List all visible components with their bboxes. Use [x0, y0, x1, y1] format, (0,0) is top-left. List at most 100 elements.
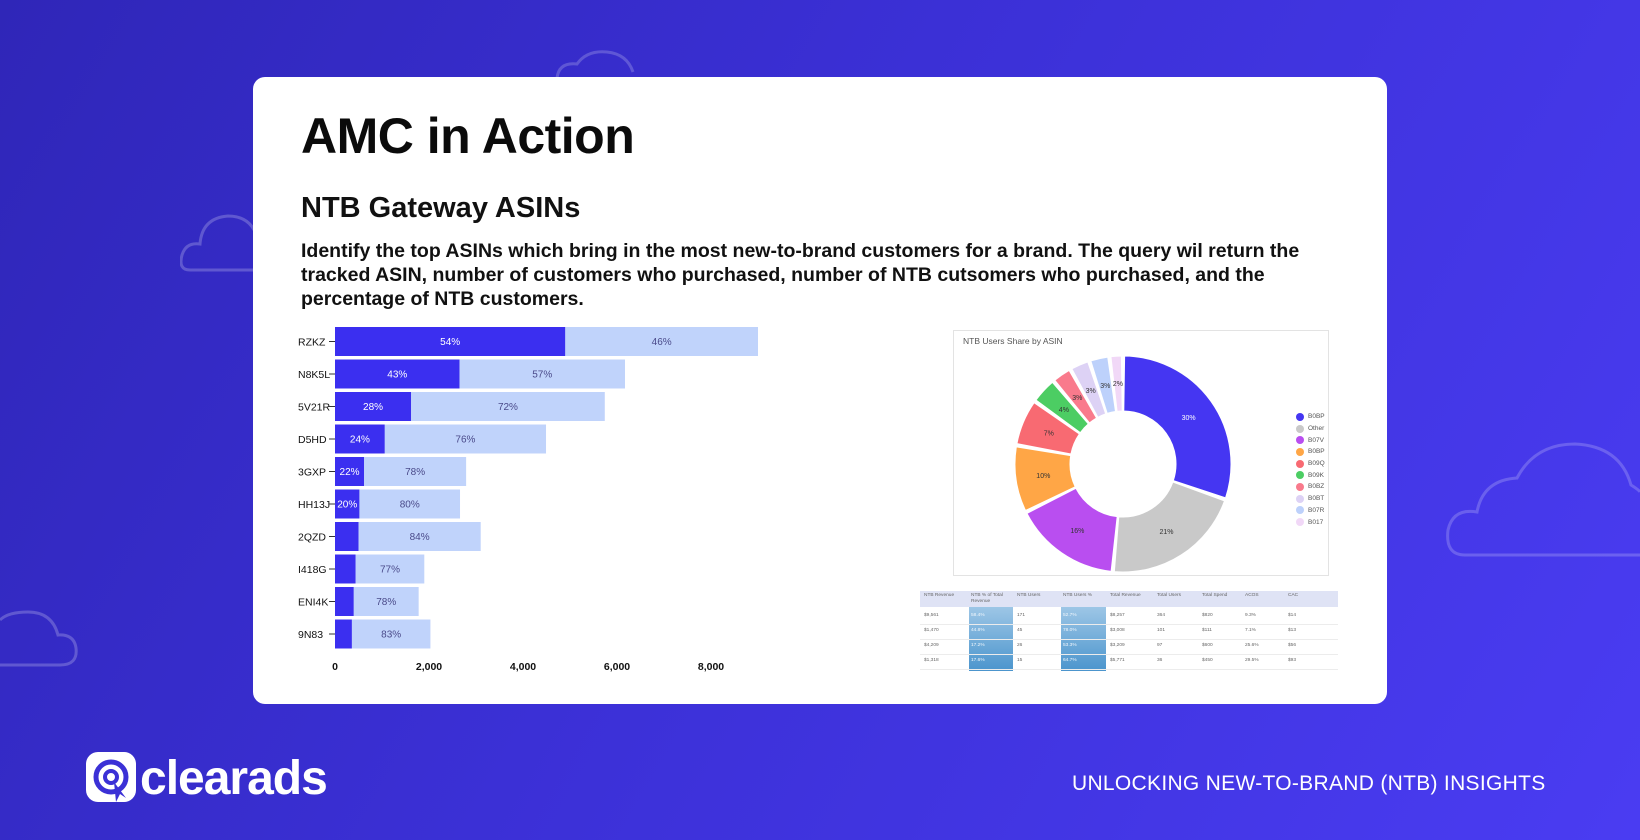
clearads-logo: clearads: [86, 752, 328, 805]
table-cell: 171: [1017, 613, 1026, 618]
legend-swatch: [1296, 506, 1304, 515]
table-cell: 44.8%: [971, 628, 985, 633]
cloud-outline-icon: [180, 214, 260, 272]
donut-slice-label: 2%: [1113, 381, 1123, 388]
ntb-bar: [335, 554, 356, 584]
bar-data-label: 57%: [532, 370, 552, 381]
table-cell: $600: [1202, 643, 1213, 648]
bar-data-label: 78%: [376, 597, 396, 608]
table-cell: 17.6%: [971, 658, 985, 663]
table-cell: $820: [1202, 613, 1213, 618]
table-cell: $13: [1288, 628, 1297, 633]
ntb-bar: [335, 392, 412, 421]
legend-label: B09Q: [1308, 460, 1325, 468]
legend-item: B0BZ: [1296, 481, 1325, 493]
legend-label: B0BP: [1308, 448, 1325, 456]
cloud-outline-icon: [555, 50, 635, 79]
legend-swatch: [1296, 412, 1304, 421]
table-cell: $1,318: [924, 658, 939, 663]
footer-tagline: UNLOCKING NEW-TO-BRAND (NTB) INSIGHTS: [1072, 772, 1546, 795]
legend-swatch: [1296, 459, 1304, 468]
donut-slice-label: 3%: [1086, 388, 1096, 395]
bar-data-label: 43%: [387, 370, 407, 381]
y-tick-label: D5HD: [298, 434, 327, 446]
donut-slice: [1016, 401, 1081, 455]
table-header: [920, 591, 1338, 607]
donut-chart-title: NTB Users Share by ASIN: [963, 336, 1063, 346]
ntb-bar: [335, 359, 460, 389]
y-tick-label: N8K5L: [298, 369, 330, 381]
bar-data-label: 24%: [350, 435, 370, 446]
legend-item: B07V: [1296, 434, 1325, 446]
table-cell: $93: [1288, 658, 1297, 663]
table-header-cell: Total Revenue: [1110, 593, 1141, 598]
table-header-cell: NTB Revenue: [924, 593, 955, 598]
legend-swatch: [1296, 482, 1304, 491]
non-ntb-bar: [359, 489, 461, 519]
table-row: [920, 640, 1338, 655]
donut-slice: [1014, 446, 1076, 512]
table-cell: 64.7%: [1063, 658, 1077, 663]
bar-data-label: 54%: [440, 337, 460, 348]
donut-slice: [1054, 369, 1098, 424]
table-header-cell: NTB % of Total Revenue: [971, 593, 1003, 604]
legend-label: Other: [1308, 425, 1325, 433]
non-ntb-bar: [384, 424, 547, 454]
y-tick-label: 2QZD: [298, 532, 326, 544]
non-ntb-bar: [358, 522, 481, 551]
bar-data-label: 76%: [455, 435, 475, 446]
table-cell: 36: [1157, 658, 1163, 663]
table-cell: 9.3%: [1245, 613, 1256, 618]
ntb-data-table: NTB Revenue NTB % of Total Revenue NTB Use…: [920, 591, 1338, 671]
legend-swatch: [1296, 494, 1304, 503]
table-cell: 25.6%: [1245, 643, 1259, 648]
donut-slice-label: 4%: [1059, 407, 1069, 414]
legend-swatch: [1296, 447, 1304, 456]
table-cell: $3,209: [1110, 643, 1125, 648]
legend-swatch: [1296, 518, 1304, 527]
table-cell: 26: [1017, 643, 1023, 648]
ntb-donut-chart: 30%21%16%10%7%4%3%3%3% 2%: [1014, 355, 1232, 573]
x-tick-label: 4,000: [510, 661, 536, 673]
legend-swatch: [1296, 436, 1304, 445]
table-cell: 364: [1157, 613, 1166, 618]
ntb-bar: [335, 619, 352, 649]
legend-label: B0BP: [1308, 413, 1325, 421]
donut-slice: [1113, 481, 1226, 573]
page-title: AMC in Action: [301, 108, 635, 164]
legend-item: Other: [1296, 423, 1325, 435]
bar-data-label: 72%: [498, 402, 518, 413]
legend-label: B07R: [1308, 506, 1325, 514]
cloud-outline-icon: [0, 610, 78, 667]
donut-slice-label: 3%: [1072, 395, 1082, 402]
content-card: AMC in Action NTB Gateway ASINs Identify…: [253, 77, 1387, 704]
donut-slice: [1110, 355, 1123, 412]
donut-slice-label: 30%: [1182, 415, 1196, 422]
ntb-bar: [335, 522, 359, 551]
legend-swatch: [1296, 424, 1304, 433]
section-subtitle: NTB Gateway ASINs: [301, 192, 581, 224]
table-cell: 15: [1017, 658, 1023, 663]
table-cell: $3,008: [1110, 628, 1125, 633]
ntb-bar: [335, 489, 360, 519]
table-cell: $9,561: [924, 613, 939, 618]
donut-slice: [1090, 356, 1117, 415]
non-ntb-bar: [355, 554, 425, 584]
y-tick-label: RZKZ: [298, 337, 326, 349]
legend-item: B0BT: [1296, 493, 1325, 505]
ntb-bar: [335, 424, 385, 454]
table-cell: $14: [1288, 613, 1297, 618]
x-tick-label: 2,000: [416, 661, 442, 673]
table-cell: 78.0%: [1063, 628, 1077, 633]
y-tick-label: 3GXP: [298, 467, 326, 479]
donut-slice-label: 3%: [1100, 383, 1110, 390]
donut-slice-label: 16%: [1070, 528, 1084, 535]
table-header-cell: Total Spend: [1202, 593, 1228, 598]
legend-swatch: [1296, 471, 1304, 480]
ntb-bar-chart: RZKZ 54% 46% N8K5L 43% 57% 5V21R 28% 72% D5HD 24% 7…: [298, 327, 758, 673]
table-row: [920, 625, 1338, 640]
table-row: [920, 655, 1338, 670]
table-cell: 17.2%: [971, 643, 985, 648]
y-tick-label: 9N83: [298, 629, 323, 641]
legend-label: B0BT: [1308, 495, 1325, 503]
